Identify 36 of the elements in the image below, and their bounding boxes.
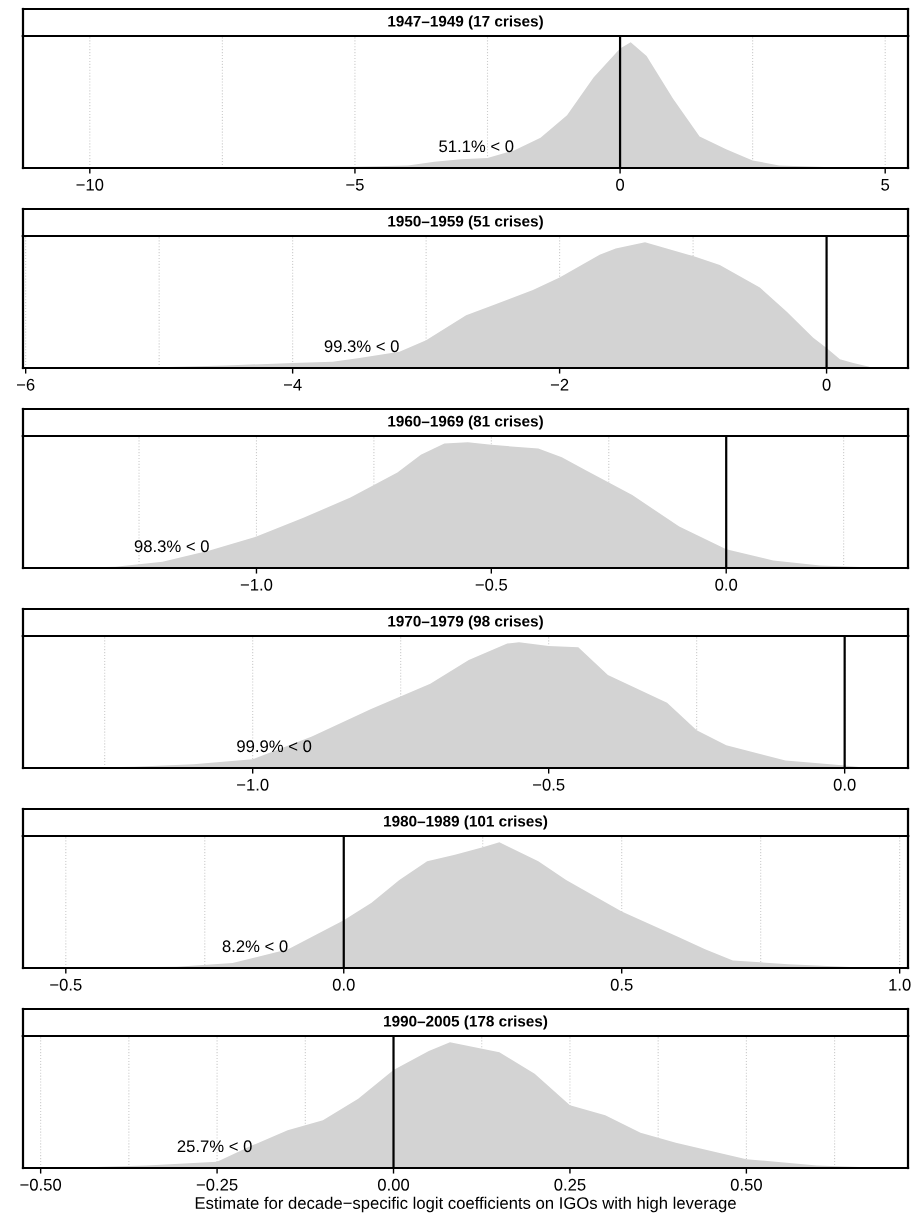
x-tick-label: −10 — [76, 178, 104, 191]
x-tick-label: 0.00 — [377, 1178, 410, 1191]
x-tick-label: −0.5 — [50, 978, 82, 991]
x-tick-label: 0 — [822, 378, 831, 391]
x-tick-label: 0.0 — [715, 578, 738, 591]
annotation: 25.7% < 0 — [177, 1140, 252, 1153]
x-tick-label: −0.50 — [20, 1178, 62, 1191]
x-tick-label: 0 — [616, 178, 625, 191]
x-tick-label: −0.5 — [475, 578, 508, 591]
chart-title: 1980–1989 (101 crises) — [384, 815, 548, 830]
x-tick-label: 5 — [881, 179, 890, 191]
chart-title: 1947–1949 (17 crises) — [388, 15, 543, 30]
x-tick-label: −1.0 — [240, 578, 273, 591]
x-axis-title: Estimate for decade−specific logit coefficients on IGOs with high leverage — [195, 1196, 736, 1213]
x-tick-label: −0.25 — [196, 1178, 238, 1191]
chart-title: 1970–1979 (98 crises) — [388, 615, 543, 630]
chart-title: 1950–1959 (51 crises) — [388, 215, 543, 230]
annotation: 98.3% < 0 — [134, 540, 209, 553]
chart-title: 1990–2005 (178 crises) — [384, 1015, 548, 1030]
x-tick-label: 0.25 — [554, 1178, 586, 1191]
x-tick-label: 1.0 — [889, 978, 911, 991]
annotation: 8.2% < 0 — [222, 940, 288, 953]
annotation: 99.9% < 0 — [237, 740, 312, 753]
x-tick-label: 0.0 — [833, 778, 856, 791]
chart-title: 1960–1969 (81 crises) — [388, 415, 543, 430]
x-tick-label: −6 — [16, 378, 35, 391]
x-tick-label: −1.0 — [237, 778, 269, 791]
annotation: 51.1% < 0 — [439, 140, 514, 153]
x-tick-label: −0.5 — [533, 778, 565, 791]
x-tick-label: −4 — [283, 379, 302, 391]
annotation: 99.3% < 0 — [324, 340, 399, 353]
x-tick-label: 0.50 — [730, 1178, 762, 1191]
x-tick-label: 0.0 — [332, 978, 355, 991]
x-tick-label: −5 — [346, 179, 364, 191]
x-tick-label: −2 — [550, 378, 569, 391]
x-tick-label: 0.5 — [610, 978, 633, 991]
